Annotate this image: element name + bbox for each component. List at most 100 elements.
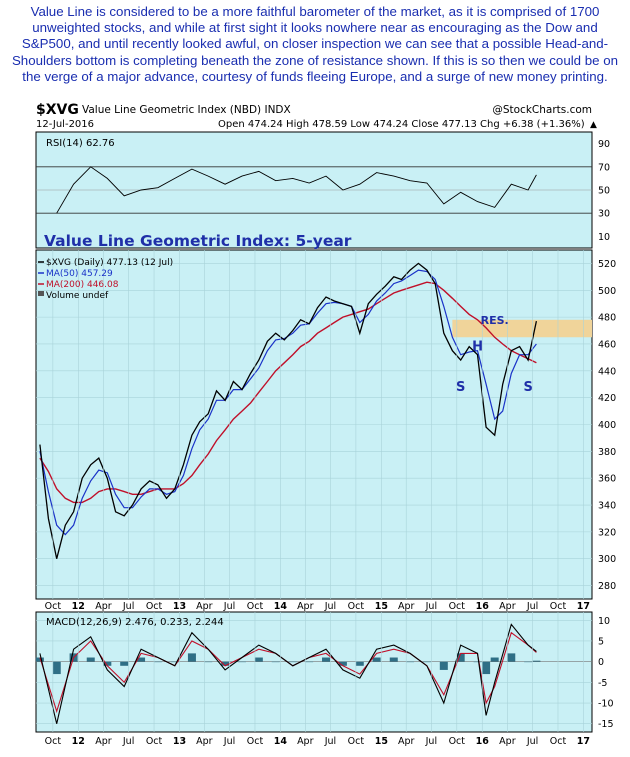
x-tick-label: Oct [550,601,567,612]
x-tick-label: Jul [122,601,134,612]
x-tick-label: 13 [173,601,186,612]
macd-label: MACD(12,26,9) 2.476, 0.233, 2.244 [46,617,224,628]
macd-histogram-bar [322,657,331,662]
legend-ma50: MA(50) 457.29 [46,269,113,279]
commentary-text: Value Line is considered to be a more fa… [11,4,619,84]
macd-histogram-bar [482,661,491,675]
macd-histogram-bar [237,661,246,663]
x-tick-label: 13 [173,736,186,747]
macd-histogram-bar [137,657,146,662]
x-tick-label: Jul [324,736,336,747]
macd-panel [35,611,593,733]
x-tick-label: Jul [425,601,437,612]
macd-histogram-bar [170,661,179,663]
x-tick-label: 17 [577,601,590,612]
x-tick-label: 15 [375,736,388,747]
x-tick-label: Jul [223,601,235,612]
x-tick-label: Apr [398,736,415,747]
x-tick-label: 14 [274,736,288,747]
legend-volume: Volume undef [46,291,109,301]
rsi-tick-label: 70 [598,162,610,173]
price-tick-label: 480 [598,313,616,324]
rsi-tick-label: 90 [598,139,610,150]
price-tick-label: 440 [598,366,616,377]
x-tick-label: Jul [425,736,437,747]
price-tick-label: 280 [598,581,616,592]
x-tick-label: Oct [45,601,62,612]
price-tick-label: 320 [598,527,616,538]
index-name: Value Line Geometric Index (NBD) INDX [82,104,291,116]
x-tick-label: 16 [476,601,490,612]
x-tick-label: Oct [45,736,62,747]
macd-line [39,623,537,724]
macd-histogram-bar [422,661,431,663]
price-tick-label: 300 [598,554,616,565]
macd-histogram-bar [103,661,112,666]
price-tick-label: 360 [598,474,616,485]
macd-histogram-bar [355,661,364,666]
macd-histogram-bar [372,657,381,662]
macd-histogram-bar [120,661,129,666]
price-tick-label: 420 [598,393,616,404]
macd-histogram-bar [221,661,230,666]
macd-histogram-bar [532,660,541,662]
macd-histogram-bar [52,661,61,675]
stockcharts-credit: @StockCharts.com [492,104,592,116]
x-tick-label: 15 [375,601,388,612]
macd-histogram-bar [507,653,516,662]
macd-histogram-bar [204,661,213,663]
x-tick-label: Apr [297,601,314,612]
macd-histogram-bar [187,653,196,662]
macd-tick-label: -15 [598,719,614,730]
rsi-line [56,166,537,214]
price-legend: $XVG (Daily) 477.13 (12 Jul) MA(50) 457.… [38,258,173,301]
rsi-tick-label: 50 [598,186,610,197]
macd-histogram-bar [524,661,533,663]
x-tick-label: 12 [72,601,85,612]
rsi-label: RSI(14) 62.76 [46,138,115,149]
legend-ma200: MA(200) 446.08 [46,280,119,290]
x-tick-label: Apr [196,736,213,747]
chart-title: Value Line Geometric Index: 5-year [44,232,352,250]
x-tick-label: Jul [526,601,538,612]
macd-histogram-bar [254,657,263,662]
macd-histogram-bar [271,661,280,663]
x-tick-label: Apr [398,601,415,612]
x-tick-label: Apr [196,601,213,612]
x-tick-label: Oct [550,736,567,747]
macd-histogram-bar [406,661,415,663]
price-tick-label: 520 [598,259,616,270]
x-tick-label: Jul [122,736,134,747]
macd-histogram-bar [473,661,482,663]
price-tick-label: 400 [598,420,616,431]
price-line [39,262,538,559]
price-tick-label: 500 [598,286,616,297]
resistance-zone [452,319,592,338]
x-tick-label: Oct [348,736,365,747]
macd-histogram-bar [338,661,347,666]
macd-histogram-bar [389,657,398,662]
legend-price: $XVG (Daily) 477.13 (12 Jul) [46,258,173,268]
macd-tick-label: 0 [598,657,604,668]
price-tick-label: 340 [598,501,616,512]
x-tick-label: 14 [274,601,288,612]
macd-histogram-bar [439,661,448,670]
macd-histogram-bar [86,657,95,662]
x-tick-label: Oct [146,736,163,747]
x-tick-label: Jul [324,601,336,612]
rsi-tick-label: 30 [598,209,610,220]
macd-tick-label: 5 [598,636,604,647]
x-tick-label: Apr [499,736,516,747]
x-tick-label: Apr [499,601,516,612]
symbol-label: $XVG [36,102,79,118]
x-tick-label: 16 [476,736,490,747]
x-tick-label: Oct [449,601,466,612]
macd-histogram-bar [35,657,44,662]
macd-histogram-bar [490,657,499,662]
x-tick-label: Apr [297,736,314,747]
annotation-label: H [472,340,483,355]
chart-date: 12-Jul-2016 [36,119,94,130]
x-tick-label: Oct [348,601,365,612]
x-tick-label: Jul [223,736,235,747]
